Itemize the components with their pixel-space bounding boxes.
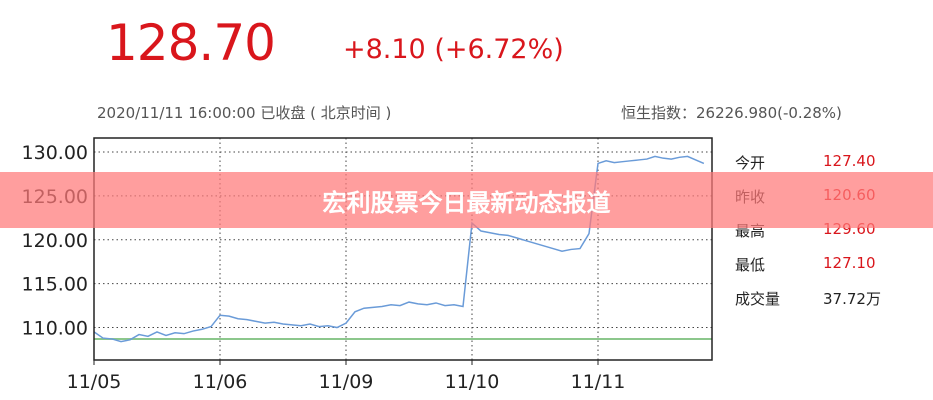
stat-value: 37.72万 xyxy=(823,290,881,308)
x-tick-label: 11/10 xyxy=(445,371,500,393)
y-tick-label: 130.00 xyxy=(22,142,88,164)
stat-label: 今开 xyxy=(735,154,766,172)
price-change: +8.10 (+6.72%) xyxy=(343,34,564,65)
stat-value: 127.40 xyxy=(823,152,876,170)
stat-label: 成交量 xyxy=(735,290,781,308)
x-tick-label: 11/11 xyxy=(571,371,626,393)
banner-title: 宏利股票今日最新动态报道 xyxy=(322,188,611,217)
stat-value: 127.10 xyxy=(823,254,876,272)
x-tick-label: 11/05 xyxy=(67,371,122,393)
y-tick-label: 115.00 xyxy=(22,274,88,296)
x-tick-label: 11/06 xyxy=(193,371,248,393)
plot-frame xyxy=(93,137,713,361)
x-tick-label: 11/09 xyxy=(319,371,374,393)
title-banner: 宏利股票今日最新动态报道 xyxy=(0,172,933,228)
current-price: 128.70 xyxy=(106,14,276,72)
price-line xyxy=(93,155,705,343)
stat-label: 最低 xyxy=(735,256,766,274)
y-tick-label: 120.00 xyxy=(22,230,88,252)
y-tick-label: 110.00 xyxy=(22,318,88,340)
timestamp: 2020/11/11 16:00:00 已收盘 ( 北京时间 ) xyxy=(97,104,392,122)
index-quote: 恒生指数：26226.980(-0.28%) xyxy=(621,104,842,122)
